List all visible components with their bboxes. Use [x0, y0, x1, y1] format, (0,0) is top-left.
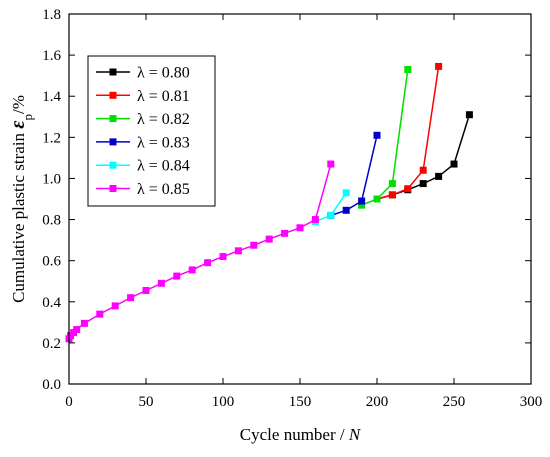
- data-point: [73, 326, 81, 334]
- y-tick-label: 1.6: [42, 48, 61, 64]
- legend-label: λ = 0.80: [137, 65, 190, 82]
- y-tick-label: 1.8: [42, 7, 61, 23]
- legend-marker: [109, 161, 117, 169]
- data-point: [157, 279, 165, 287]
- series-line: [376, 66, 440, 200]
- series-line: [361, 69, 409, 206]
- data-point: [342, 206, 350, 214]
- data-point: [435, 62, 443, 70]
- x-tick-label: 250: [443, 394, 466, 410]
- data-point: [188, 266, 196, 274]
- data-point: [435, 172, 443, 180]
- data-point: [281, 229, 289, 237]
- data-point: [419, 180, 427, 188]
- data-point: [80, 319, 88, 327]
- data-point: [219, 253, 227, 261]
- series-line: [330, 135, 378, 217]
- data-point: [204, 259, 212, 267]
- data-point: [250, 241, 258, 249]
- data-point: [465, 111, 473, 119]
- y-tick-label: 0.6: [42, 254, 61, 270]
- y-tick-label: 1.2: [42, 130, 61, 146]
- legend-marker: [109, 115, 117, 123]
- legend-marker: [109, 68, 117, 76]
- data-point: [358, 201, 366, 209]
- data-point: [173, 272, 181, 280]
- legend-marker: [109, 185, 117, 192]
- x-tick-label: 50: [139, 394, 154, 410]
- data-point: [127, 294, 135, 302]
- y-tick-label: 1.4: [42, 89, 61, 105]
- data-point: [450, 160, 458, 168]
- legend: λ = 0.80 λ = 0.81 λ = 0.82 λ = 0.83 λ = 0.84…: [87, 55, 216, 207]
- data-point: [311, 216, 319, 224]
- x-tick-label: 150: [289, 394, 312, 410]
- legend-marker: [109, 91, 117, 99]
- legend-label: λ = 0.82: [137, 111, 190, 128]
- series-1: [373, 62, 443, 203]
- data-point: [111, 302, 119, 310]
- series-0: [373, 111, 473, 203]
- y-tick-label: 0.8: [42, 213, 61, 229]
- data-point: [327, 160, 335, 168]
- data-point: [419, 166, 427, 174]
- data-point: [404, 66, 412, 73]
- data-point: [373, 131, 381, 139]
- y-tick-label: 0.0: [42, 377, 61, 393]
- legend-marker: [109, 138, 117, 146]
- legend-item: λ = 0.85: [96, 181, 190, 198]
- legend-item: λ = 0.81: [96, 88, 190, 105]
- legend-item: λ = 0.83: [96, 134, 190, 151]
- legend-label: λ = 0.83: [137, 134, 190, 151]
- data-point: [296, 224, 304, 232]
- x-axis-title: Cycle number / N: [240, 425, 362, 444]
- data-point: [265, 235, 273, 243]
- legend-box: [87, 55, 216, 207]
- data-point: [96, 310, 104, 318]
- series-2: [358, 66, 412, 209]
- y-tick-label: 0.2: [42, 336, 61, 352]
- axis-ticks: [68, 13, 532, 385]
- y-tick-label: 1.0: [42, 171, 61, 187]
- legend-item: λ = 0.84: [96, 158, 190, 175]
- x-tick-label: 300: [520, 394, 543, 410]
- data-point: [234, 247, 242, 255]
- legend-label: λ = 0.84: [137, 158, 190, 175]
- legend-label: λ = 0.81: [137, 88, 190, 105]
- x-tick-label: 200: [366, 394, 389, 410]
- y-tick-label: 0.4: [42, 295, 61, 311]
- data-point: [404, 185, 412, 193]
- data-point: [388, 191, 396, 199]
- tick-labels: 0 50 100 150 200 250 300 0.0 0.2 0.4 0.6 0.8 1.0 1.2 1…: [42, 7, 542, 410]
- data-point: [358, 197, 366, 205]
- series-3: [327, 131, 381, 219]
- data-point: [373, 195, 381, 203]
- legend-item: λ = 0.80: [96, 65, 190, 82]
- x-tick-label: 100: [212, 394, 235, 410]
- data-point: [327, 211, 335, 219]
- data-point: [388, 180, 396, 188]
- legend-label: λ = 0.85: [137, 181, 190, 198]
- data-point: [142, 286, 150, 294]
- x-tick-label: 0: [65, 394, 73, 410]
- legend-item: λ = 0.82: [96, 111, 190, 128]
- y-axis-title: Cumulative plastic strain εp/%: [7, 95, 35, 303]
- data-point: [342, 189, 350, 197]
